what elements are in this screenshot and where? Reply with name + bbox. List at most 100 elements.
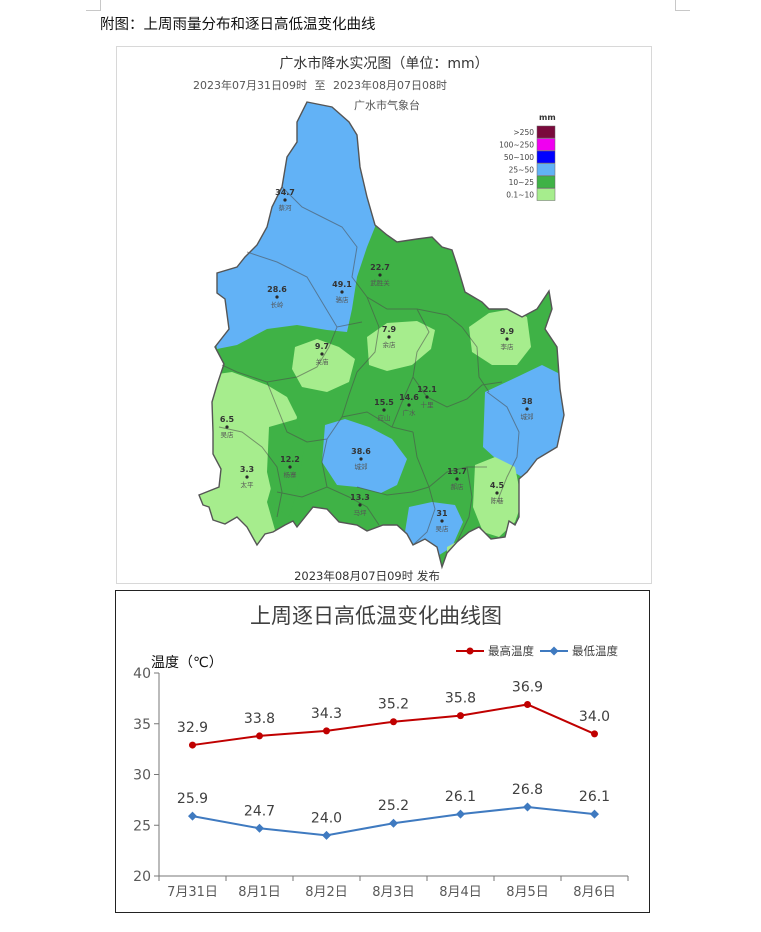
station-value: 31 [436, 509, 448, 518]
map-issued: 2023年08月07日09时 发布 [294, 569, 440, 583]
legend-label: 100~250 [499, 141, 534, 150]
station-value: 13.7 [447, 467, 467, 476]
x-tick-label: 8月4日 [439, 885, 482, 900]
station-value: 9.7 [315, 342, 329, 351]
data-label: 24.7 [244, 803, 275, 819]
station-dot [387, 335, 391, 339]
y-tick-label: 25 [133, 818, 151, 834]
station-value: 34.7 [275, 188, 295, 197]
station-labels: 34.7 蔡河 28.6 长岭 49.1 骆店 22.7 武胜关 7.9 余店 9.9 李店 9.7 关庙… [220, 188, 534, 533]
legend-label: 25~50 [509, 166, 535, 175]
station-name: 应山 [378, 413, 391, 422]
y-tick-label: 20 [133, 869, 151, 885]
station-name: 长岭 [271, 300, 285, 309]
station-name: 吴店 [436, 524, 450, 533]
temperature-chart: 上周逐日高低温变化曲线图 温度（℃） 最高温度 最低温度 20 25 30 35 40 7月… [133, 604, 629, 900]
station-dot [320, 352, 324, 356]
data-label: 25.9 [177, 791, 208, 807]
data-label: 35.2 [378, 697, 409, 713]
chart-title: 上周逐日高低温变化曲线图 [250, 604, 502, 628]
x-tick-label: 8月3日 [372, 885, 415, 900]
map-agency: 广水市气象台 [354, 98, 420, 112]
legend-swatch [536, 188, 556, 201]
station-value: 15.5 [374, 398, 394, 407]
chart-series: 32.9 33.8 34.3 35.2 35.8 36.9 34.0 25.9 24.7 24.0… [177, 679, 610, 840]
station-dot [505, 337, 509, 341]
station-value: 38 [521, 397, 533, 406]
legend-swatch [536, 163, 556, 176]
station-value: 7.9 [382, 325, 397, 334]
station-dot [358, 503, 362, 507]
legend-label: 50~100 [504, 153, 534, 162]
y-tick-label: 30 [133, 768, 151, 784]
data-point [524, 700, 531, 708]
data-label: 33.8 [244, 711, 275, 727]
rainfall-zones [199, 102, 564, 567]
station-value: 9.9 [500, 327, 515, 336]
legend-label: >250 [513, 128, 534, 137]
legend-label: 最低温度 [572, 644, 618, 658]
map-period-start: 2023年07月31日09时 [193, 78, 307, 92]
legend-swatch [536, 125, 556, 139]
legend-label: 最高温度 [488, 644, 534, 658]
rainfall-map-figure: 广水市降水实况图（单位：mm） 2023年07月31日09时 至 2023年08… [116, 46, 652, 584]
station-name: 武胜关 [370, 278, 390, 287]
station-name: 李店 [501, 342, 515, 351]
legend-marker [549, 646, 559, 656]
figure-caption: 附图：上周雨量分布和逐日高低温变化曲线 [100, 17, 376, 33]
chart-y-axis-label: 温度（℃） [151, 655, 223, 671]
station-name: 杨寨 [284, 470, 298, 479]
data-point [322, 830, 331, 840]
legend-swatch [536, 150, 556, 164]
station-value: 13.3 [350, 493, 370, 502]
station-value: 3.3 [240, 465, 254, 474]
map-legend: mm >250 100~250 50~100 25~50 10~25 0.1~10 [499, 113, 556, 201]
data-point [523, 802, 532, 812]
station-name: 城郊 [521, 412, 535, 421]
x-tick-label: 7月31日 [167, 885, 218, 900]
x-tick-label: 8月6日 [573, 885, 616, 900]
chart-legend: 最高温度 最低温度 [456, 644, 618, 658]
data-point [456, 809, 465, 819]
station-name: 余店 [383, 340, 397, 349]
station-value: 28.6 [267, 285, 287, 294]
station-name: 吴店 [221, 430, 235, 439]
data-label: 26.8 [512, 782, 543, 798]
station-dot [495, 491, 499, 495]
data-point [390, 718, 397, 726]
data-label: 26.1 [579, 789, 610, 805]
data-label: 32.9 [177, 720, 208, 736]
data-label: 34.0 [579, 709, 610, 725]
station-name: 蔡河 [279, 203, 293, 212]
data-point [323, 727, 330, 735]
station-dot [359, 457, 363, 461]
data-label: 36.9 [512, 679, 543, 695]
x-tick-label: 8月5日 [506, 885, 549, 900]
station-value: 22.7 [370, 263, 390, 272]
station-name: 太平 [241, 480, 255, 489]
data-point [189, 741, 196, 749]
station-dot [425, 395, 429, 399]
station-dot [382, 408, 386, 412]
data-point [591, 730, 598, 738]
station-name: 十里 [421, 400, 435, 409]
station-dot [225, 425, 229, 429]
station-name: 广水 [403, 408, 417, 417]
x-tick-label: 8月1日 [238, 885, 281, 900]
data-point [188, 811, 197, 821]
y-tick-label: 40 [133, 666, 151, 682]
station-name: 城郊 [355, 462, 369, 471]
data-point [389, 818, 398, 828]
station-dot [288, 465, 292, 469]
station-value: 12.2 [280, 455, 300, 464]
station-name: 关庙 [316, 357, 330, 366]
legend-label: 0.1~10 [506, 191, 534, 200]
station-name: 陈巷 [491, 496, 505, 505]
legend-unit: mm [539, 113, 556, 122]
data-label: 24.0 [311, 810, 342, 826]
station-dot [378, 273, 382, 277]
station-dot [525, 407, 529, 411]
x-tick-label: 8月2日 [305, 885, 348, 900]
data-point [457, 712, 464, 720]
station-value: 49.1 [332, 280, 352, 289]
